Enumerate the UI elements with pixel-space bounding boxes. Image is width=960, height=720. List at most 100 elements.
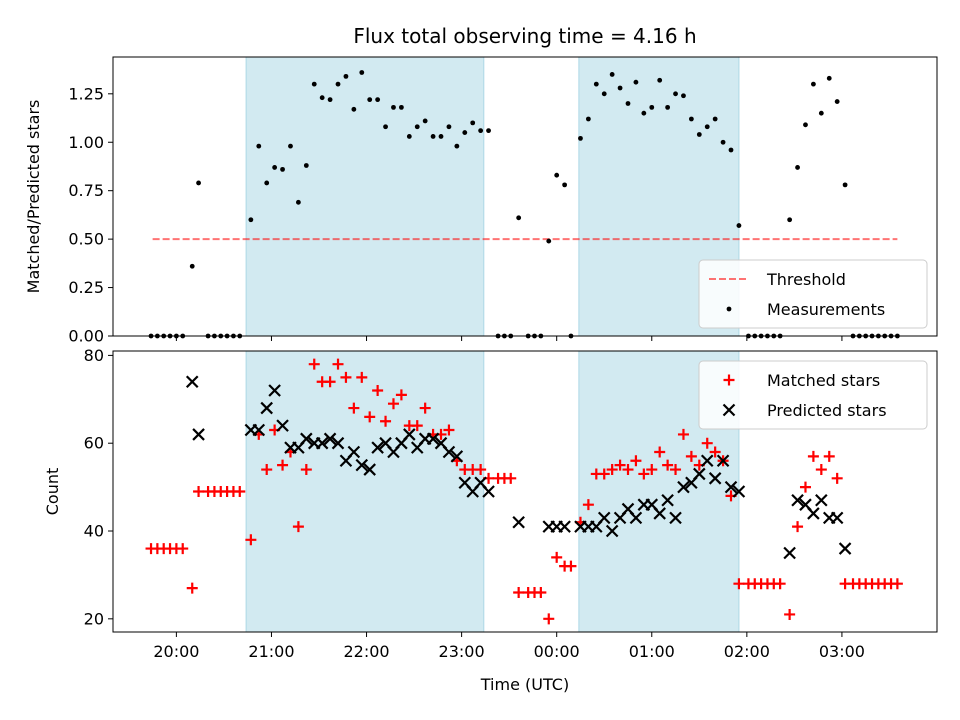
data-point	[347, 445, 361, 459]
y-tick-label: 1.00	[68, 133, 104, 152]
data-point	[638, 468, 650, 480]
data-point	[669, 511, 682, 525]
x-tick-label: 02:00	[724, 642, 770, 661]
data-point	[558, 520, 571, 533]
data-point	[276, 419, 289, 432]
data-point	[551, 551, 563, 563]
x-tick-label: 22:00	[343, 642, 389, 661]
data-point	[355, 458, 369, 472]
data-point	[815, 494, 828, 507]
y-tick-label: 60	[84, 434, 104, 453]
data-point	[831, 472, 843, 484]
data-point	[319, 95, 325, 101]
data-point	[372, 385, 384, 397]
data-point	[720, 139, 726, 145]
data-point	[578, 135, 583, 141]
data-point	[803, 122, 808, 128]
data-point	[450, 450, 464, 463]
data-point	[340, 371, 352, 383]
data-point	[462, 130, 468, 135]
data-point	[387, 398, 399, 410]
data-point	[792, 521, 804, 533]
legend-label: Predicted stars	[767, 401, 887, 420]
data-point	[653, 507, 666, 520]
data-point	[292, 521, 304, 533]
data-point	[807, 450, 819, 462]
data-point	[585, 116, 591, 122]
data-point	[535, 586, 547, 598]
data-point	[546, 238, 552, 244]
data-point	[784, 608, 796, 620]
axes-frame	[112, 350, 938, 633]
data-point	[554, 172, 560, 178]
data-point	[348, 402, 360, 414]
chart-title: Flux total observing time = 4.16 h	[353, 24, 696, 48]
data-point	[629, 511, 643, 525]
data-point	[787, 217, 793, 223]
data-point	[774, 578, 786, 590]
data-point	[343, 73, 349, 79]
x-axis-title: Time (UTC)	[480, 675, 569, 694]
data-point	[446, 124, 452, 130]
data-point	[277, 459, 289, 471]
data-point	[830, 511, 844, 525]
data-point	[609, 72, 615, 77]
data-point	[192, 428, 205, 441]
data-point	[665, 104, 671, 110]
data-point	[649, 104, 655, 110]
data-point	[795, 165, 800, 170]
data-point	[654, 446, 666, 458]
data-point	[442, 445, 456, 459]
data-point	[395, 389, 407, 401]
data-point	[783, 546, 796, 560]
axes-frame	[112, 56, 938, 337]
ratio-panel: 0.00 0.25 0.50 0.75 1.00 1.25 Matched/Predicte…	[24, 56, 938, 346]
data-point	[331, 436, 345, 450]
data-point	[323, 432, 337, 446]
data-point	[516, 215, 522, 221]
data-point	[512, 515, 525, 529]
data-point	[543, 613, 555, 625]
data-point	[513, 586, 525, 598]
data-point	[633, 79, 639, 85]
data-point	[371, 441, 384, 454]
y-tick-label: 0.25	[68, 278, 104, 297]
data-point	[363, 463, 376, 476]
data-point	[593, 81, 599, 87]
data-point	[606, 464, 618, 476]
legend-label: Matched stars	[767, 371, 880, 390]
y-tick-label: 0.75	[68, 181, 104, 200]
y-tick-label: 80	[84, 346, 104, 365]
data-point	[351, 106, 357, 112]
data-point	[193, 486, 205, 497]
count-panel: 20 40 60 80 20:00 21:00 22:00 23:00 00:00 01:00 02…	[43, 346, 938, 661]
data-point	[234, 486, 246, 497]
data-point	[280, 166, 285, 172]
data-point	[443, 424, 455, 436]
data-point	[646, 464, 658, 476]
legend-label: Threshold	[766, 270, 846, 289]
data-point	[359, 70, 365, 75]
data-point	[296, 199, 301, 205]
data-point	[470, 120, 476, 126]
data-point	[732, 485, 746, 498]
data-point	[598, 468, 610, 480]
data-point	[430, 134, 436, 139]
x-tick-label: 00:00	[534, 642, 580, 661]
data-point	[186, 582, 198, 594]
y-tick-label: 40	[84, 522, 104, 541]
legend-marker	[723, 374, 735, 386]
x-tick-label: 01:00	[629, 642, 675, 661]
data-point	[565, 560, 577, 572]
data-point	[811, 81, 816, 87]
data-point	[708, 472, 722, 485]
data-point	[834, 99, 840, 104]
data-point	[605, 524, 619, 538]
legend-marker	[726, 306, 732, 312]
data-point	[724, 480, 738, 494]
data-point	[677, 480, 690, 494]
data-point	[807, 507, 820, 520]
data-point	[791, 494, 804, 507]
data-point	[677, 428, 689, 440]
